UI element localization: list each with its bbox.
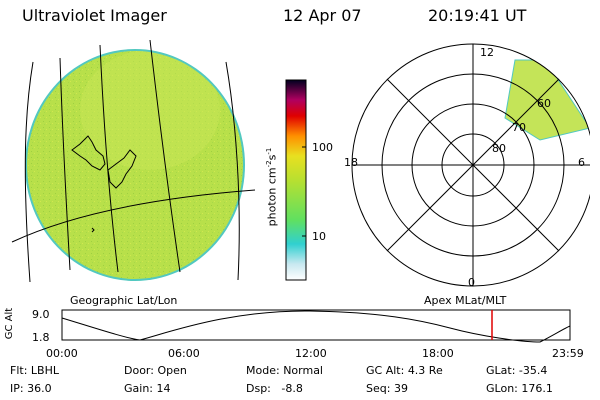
left-panel-label: Geographic Lat/Lon <box>70 294 178 307</box>
disk-grid <box>80 51 220 170</box>
image-time: 20:19:41 UT <box>428 6 527 25</box>
orbit-xtick-1: 06:00 <box>168 347 200 360</box>
orbit-xtick-4: 23:59 <box>552 347 584 360</box>
info-glon: GLon: 176.1 <box>486 382 553 395</box>
colorbar-label: photon cm-2s-1 <box>265 147 279 227</box>
info-gcalt: GC Alt: 4.3 Re <box>366 364 443 377</box>
orbit-altitude-curve <box>61 310 571 343</box>
color-bar <box>285 79 307 281</box>
orbit-ytick-9: 9.0 <box>32 308 50 321</box>
info-seq: Seq: 39 <box>366 382 408 395</box>
info-mode: Mode: Normal <box>246 364 323 377</box>
lat-label-80: 80 <box>492 142 506 155</box>
colorbar-tick-10: 10 <box>312 230 326 243</box>
mlt-label-0: 0 <box>468 276 475 289</box>
info-ip: IP: 36.0 <box>10 382 52 395</box>
info-gain: Gain: 14 <box>124 382 171 395</box>
image-date: 12 Apr 07 <box>283 6 362 25</box>
orbit-xtick-2: 12:00 <box>295 347 327 360</box>
orbit-ylabel: GC Alt <box>4 307 16 340</box>
orbit-plot <box>61 309 571 343</box>
mlt-label-18: 18 <box>344 156 358 169</box>
app-title: Ultraviolet Imager <box>22 6 167 25</box>
info-glat: GLat: -35.4 <box>486 364 548 377</box>
orbit-xtick-0: 00:00 <box>46 347 78 360</box>
info-door: Door: Open <box>124 364 187 377</box>
colorbar-tick-100: 100 <box>312 141 333 154</box>
coastline <box>71 135 137 233</box>
mlt-label-6: 6 <box>578 156 585 169</box>
mlt-label-12: 12 <box>480 46 494 59</box>
lat-label-60: 60 <box>537 97 551 110</box>
polar-grid <box>351 43 590 287</box>
info-dsp: Dsp: -8.8 <box>246 382 303 395</box>
orbit-xtick-3: 18:00 <box>422 347 454 360</box>
orbit-ytick-1: 1.8 <box>32 331 50 344</box>
lat-label-70: 70 <box>512 121 526 134</box>
polar-plot <box>351 43 590 287</box>
geographic-image <box>11 39 256 283</box>
right-panel-label: Apex MLat/MLT <box>424 294 507 307</box>
info-flt: Flt: LBHL <box>10 364 59 377</box>
graticule <box>11 39 256 283</box>
